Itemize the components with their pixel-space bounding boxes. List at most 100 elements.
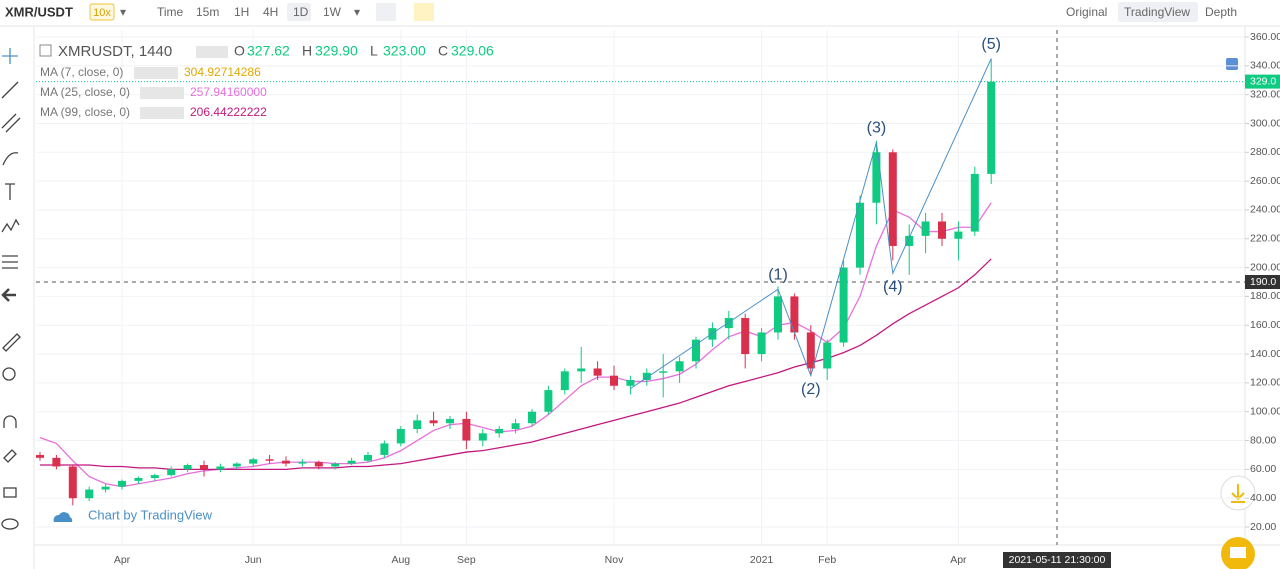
y-tick-label: 300.00: [1250, 117, 1280, 129]
candle-body: [282, 460, 290, 464]
ruler-tool[interactable]: [2, 333, 21, 352]
lock-tool[interactable]: [3, 487, 17, 498]
candle-body: [823, 342, 832, 369]
top-bar: [0, 0, 1280, 26]
candle-body: [298, 462, 307, 464]
candle-body: [68, 466, 77, 499]
y-tick-label: 200.00: [1250, 261, 1280, 273]
wave-label: (3): [867, 119, 887, 136]
ohlc-key: C: [438, 43, 448, 59]
legend-collapse[interactable]: [39, 44, 52, 57]
candle-body: [118, 480, 126, 487]
crosshair-tool[interactable]: [2, 48, 18, 64]
leverage-box[interactable]: [89, 3, 115, 21]
candle-body: [364, 454, 372, 461]
interval[interactable]: Time: [157, 5, 184, 19]
ma-icons[interactable]: [140, 107, 184, 119]
candle-body: [249, 459, 258, 464]
candle-body: [544, 390, 553, 412]
candle-body: [183, 465, 192, 470]
symbol[interactable]: XMR/USDT: [5, 4, 73, 19]
dropdown-arrow[interactable]: ▾: [120, 5, 126, 19]
candle-body: [429, 420, 438, 424]
candle-body: [200, 465, 208, 470]
y-tick-label: 180.00: [1250, 290, 1280, 302]
y-tick-label: 20.00: [1250, 521, 1276, 533]
dropdown-arrow[interactable]: ▾: [354, 5, 360, 19]
y-tick-label: 340.00: [1250, 60, 1280, 72]
y-tick-label: 220.00: [1250, 233, 1280, 245]
interval[interactable]: 1H: [234, 5, 249, 19]
ma-value: 257.94160000: [190, 85, 267, 99]
watermark[interactable]: Chart by TradingView: [88, 507, 213, 522]
candle-body: [232, 463, 241, 467]
back-tool[interactable]: [1, 288, 16, 302]
interval[interactable]: 15m: [196, 5, 219, 19]
ma-icons[interactable]: [134, 67, 178, 79]
last-price-bg: [1245, 74, 1280, 89]
candle-body: [150, 475, 159, 478]
x-tick-label: Feb: [818, 554, 836, 566]
candle-body: [987, 81, 996, 174]
candle-body: [265, 459, 274, 461]
wave-line: [630, 58, 992, 390]
magnet-tool[interactable]: [3, 415, 17, 428]
view-tab[interactable]: Original: [1066, 5, 1107, 19]
y-tick-label: 140.00: [1250, 348, 1280, 360]
candle-body: [741, 318, 750, 355]
candle-body: [938, 221, 946, 239]
candle-body: [642, 372, 651, 380]
legend-icons[interactable]: [196, 46, 228, 58]
leverage[interactable]: 10x: [93, 7, 111, 19]
candle-body: [774, 296, 782, 333]
crosshair-price-bg: [1245, 275, 1280, 289]
candle-body: [511, 423, 520, 429]
line-tool[interactable]: [1, 81, 19, 99]
ohlc-value: 327.62: [247, 43, 290, 59]
candle-body: [626, 380, 635, 386]
candle-body: [396, 429, 405, 444]
ohlc-value: 329.06: [451, 43, 494, 59]
ohlc-key: L: [370, 43, 378, 59]
interval[interactable]: 1W: [323, 5, 342, 19]
view-tab[interactable]: TradingView: [1124, 5, 1190, 19]
settings-button[interactable]: [376, 3, 396, 21]
candle-body: [85, 489, 94, 499]
text-tool[interactable]: [5, 183, 15, 200]
y-tick-label: 160.00: [1250, 319, 1280, 331]
candle-body: [872, 152, 881, 203]
y-tick-label: 360.00: [1250, 31, 1280, 43]
crosshair-time-bg: [1003, 552, 1111, 568]
fib-tool[interactable]: [2, 255, 18, 269]
wave-label: (2): [801, 381, 821, 398]
zoom-tool[interactable]: [2, 367, 16, 381]
scale-button[interactable]: [1226, 58, 1238, 70]
channel-tool[interactable]: [1, 113, 21, 133]
candle-body: [692, 339, 700, 362]
eye-tool[interactable]: [1, 518, 19, 530]
candle-body: [839, 267, 848, 343]
x-tick-label: Apr: [950, 554, 967, 566]
ma-name: MA (25, close, 0): [40, 85, 130, 99]
view-tab[interactable]: Depth: [1205, 5, 1237, 19]
candle-body: [413, 420, 422, 429]
wave-label: (4): [883, 279, 903, 296]
candle-body: [446, 418, 454, 424]
x-tick-label: Aug: [391, 554, 410, 566]
indicator-button[interactable]: [414, 3, 434, 21]
brush-tool[interactable]: [2, 152, 19, 166]
lock-draw-tool[interactable]: [3, 449, 17, 463]
candle-body: [347, 460, 356, 464]
wave-label: (5): [981, 36, 1001, 53]
interval[interactable]: 4H: [263, 5, 278, 19]
candle-body: [52, 457, 61, 467]
candle-body: [921, 221, 930, 236]
ma-icons[interactable]: [140, 87, 184, 99]
candle-body: [888, 152, 897, 246]
x-tick-label: Sep: [457, 554, 476, 566]
ma-name: MA (7, close, 0): [40, 65, 123, 79]
interval[interactable]: 1D: [293, 5, 309, 19]
candle-body: [216, 466, 225, 470]
pattern-tool[interactable]: [1, 218, 20, 233]
y-tick-label: 280.00: [1250, 146, 1280, 158]
